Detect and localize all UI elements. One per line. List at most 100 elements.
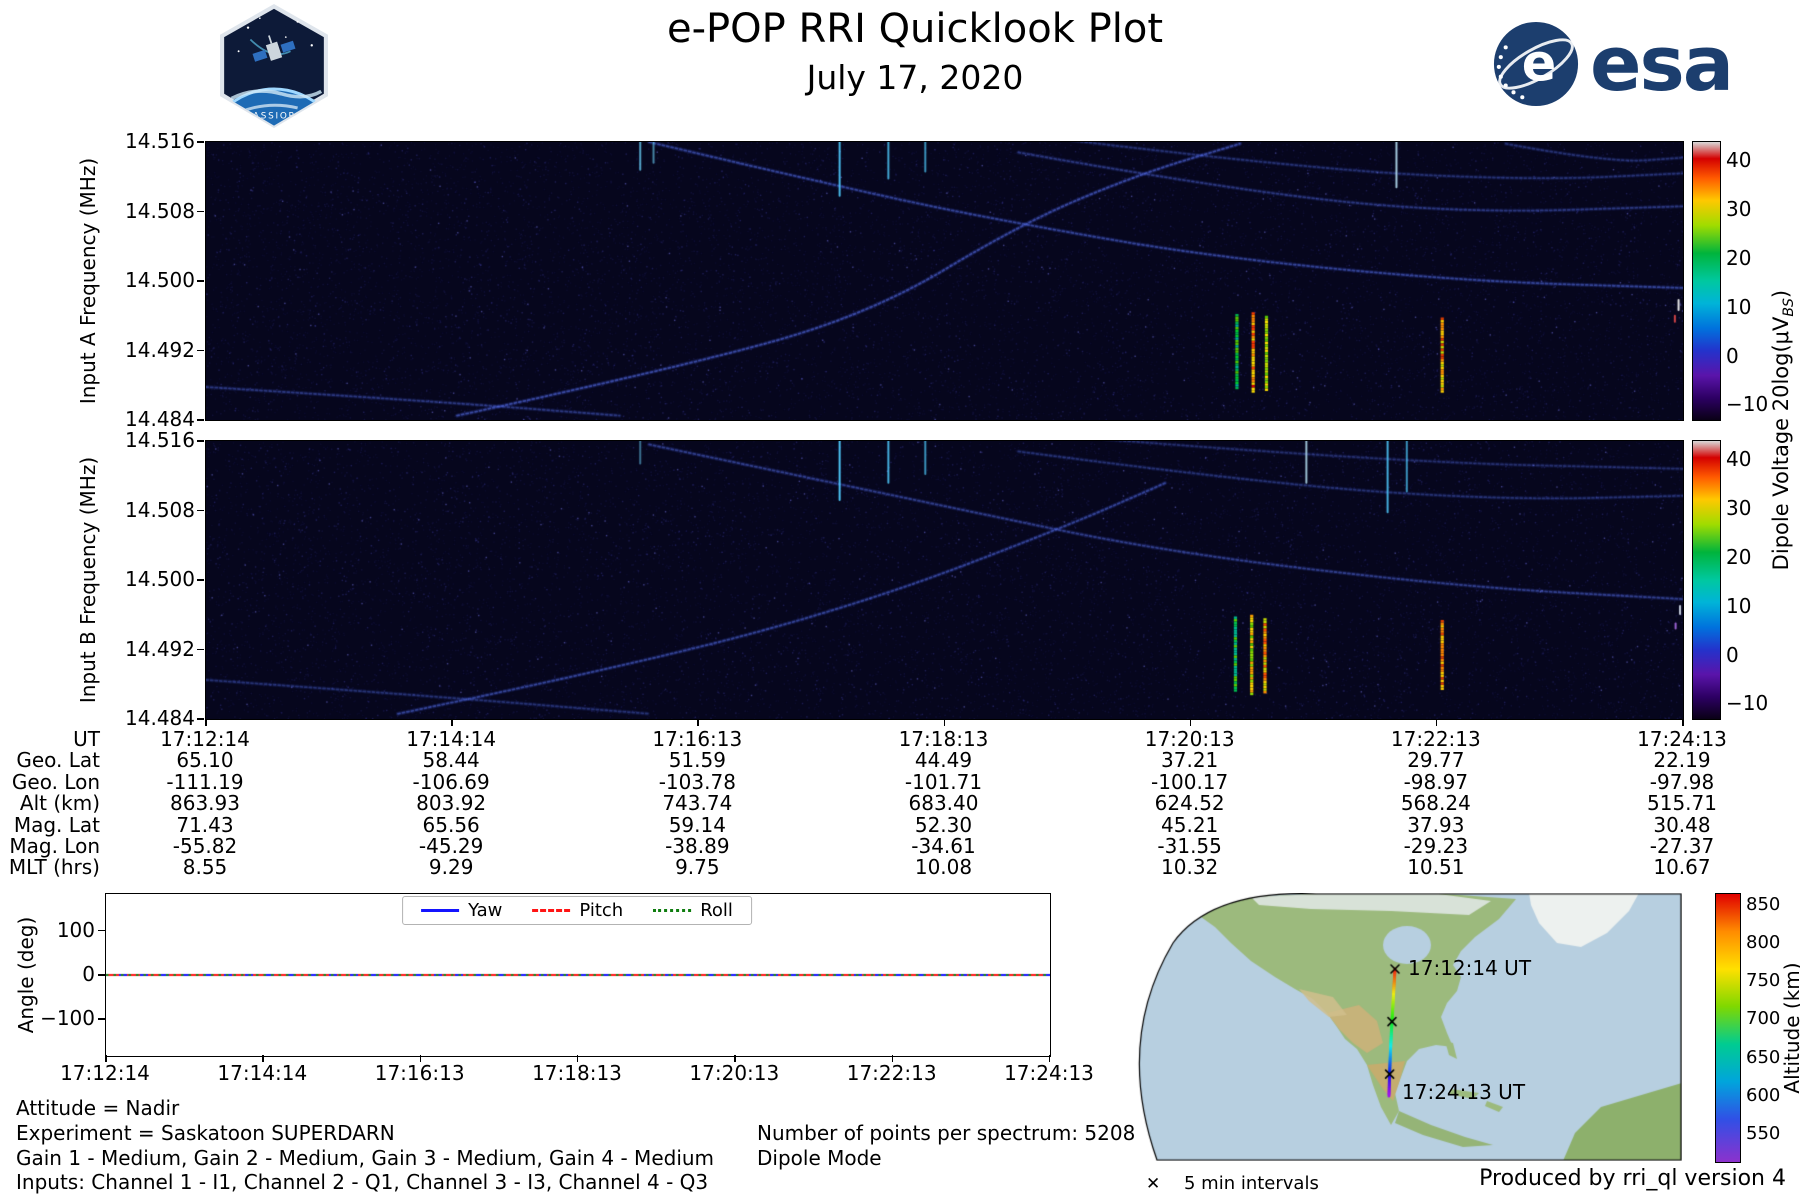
patch-text: CASSIOPE: [245, 112, 303, 122]
attitude-xtick-label: 17:18:13: [532, 1061, 622, 1085]
legend-item-yaw: Yaw: [421, 900, 502, 921]
colorbar-tick-label: 20: [1726, 246, 1752, 271]
points-note: Number of points per spectrum: 5208: [757, 1121, 1136, 1145]
legend-item-roll: Roll: [653, 900, 733, 921]
axis-tick-mark: [98, 929, 105, 932]
axis-tick-mark: [105, 1055, 107, 1062]
axis-tick-mark: [197, 579, 204, 581]
table-row-label: Geo. Lon: [11, 769, 100, 794]
axis-tick-mark: [1189, 719, 1192, 726]
table-cell: 52.30: [914, 812, 973, 837]
axis-tick-mark: [697, 719, 699, 726]
table-row-label: UT: [73, 727, 100, 751]
table-cell: -27.37: [1649, 834, 1715, 858]
axis-tick-mark: [197, 349, 204, 351]
attitude-xtick-label: 17:22:13: [846, 1061, 937, 1085]
table-row-label: Alt (km): [19, 791, 100, 816]
table-cell: 17:12:14: [160, 727, 250, 751]
colorbar-tick-label: 0: [1726, 343, 1739, 368]
altitude-colorbar-tick-label: 650: [1746, 1046, 1781, 1068]
track-start-label: 17:12:14 UT: [1408, 956, 1532, 980]
table-cell: 37.21: [1161, 748, 1219, 773]
table-cell: 17:16:13: [652, 727, 743, 751]
attitude-xtick-label: 17:12:14: [60, 1061, 150, 1085]
axis-tick-mark: [734, 1055, 736, 1062]
freq-tick-label: 14.492: [125, 337, 195, 362]
table-cell: -103.78: [658, 769, 736, 794]
table-cell: 17:20:13: [1144, 727, 1235, 751]
table-cell: 65.56: [422, 812, 480, 837]
freq-tick-label: 14.500: [125, 268, 195, 292]
freq-tick-label: 14.508: [125, 497, 195, 522]
legend-item-pitch: Pitch: [532, 900, 623, 921]
table-cell: 65.10: [176, 748, 234, 773]
table-cell: 863.93: [170, 791, 240, 816]
altitude-colorbar: [1715, 893, 1741, 1163]
colorbar-tick-label: 10: [1726, 294, 1752, 319]
table-cell: -55.82: [172, 834, 238, 858]
altitude-colorbar-tick-label: 800: [1746, 931, 1781, 953]
table-cell: 29.77: [1407, 748, 1465, 773]
track-end-label: 17:24:13 UT: [1402, 1080, 1526, 1104]
axis-tick-mark: [197, 509, 204, 511]
table-cell: -100.17: [1151, 769, 1229, 794]
cassiope-mission-patch-icon: CASSIOPE: [220, 4, 328, 128]
table-cell: 743.74: [662, 791, 733, 816]
attitude-xtick-label: 17:16:13: [374, 1061, 465, 1085]
freq-tick-label: 14.516: [125, 428, 195, 452]
axis-tick-mark: [197, 280, 204, 282]
table-cell: 51.59: [668, 748, 726, 773]
table-cell: 30.48: [1653, 812, 1711, 837]
spectrogram-a-canvas: [205, 141, 1684, 421]
table-cell: 683.40: [908, 791, 979, 816]
table-cell: -29.23: [1403, 834, 1469, 858]
table-cell: 17:14:14: [406, 727, 497, 751]
table-cell: 568.24: [1400, 791, 1471, 816]
axis-tick-mark: [197, 718, 204, 720]
freq-tick-label: 14.508: [125, 198, 195, 223]
colorbar-tick-label: 0: [1726, 642, 1739, 667]
colorbar-tick-label: 30: [1726, 197, 1752, 222]
altitude-colorbar-label: Altitude (km): [1780, 962, 1800, 1094]
axis-tick-mark: [98, 974, 105, 976]
altitude-colorbar-tick-label: 850: [1746, 893, 1781, 915]
colorbar-tick-label: −10: [1726, 392, 1769, 417]
legend-label: Pitch: [579, 900, 624, 921]
axis-tick-mark: [98, 1018, 105, 1020]
table-cell: 37.93: [1407, 812, 1465, 837]
table-cell: 44.49: [914, 748, 973, 773]
table-cell: -98.97: [1403, 769, 1469, 794]
attitude-ytick-label: −100: [40, 1006, 95, 1031]
colorbar-tick-label: 10: [1726, 593, 1752, 618]
attitude-xtick-label: 17:20:13: [689, 1061, 780, 1085]
axis-tick-mark: [451, 719, 453, 726]
esa-logo-text: esa: [1590, 19, 1734, 108]
altitude-colorbar-tick-label: 600: [1746, 1084, 1781, 1106]
mode-note: Dipole Mode: [757, 1146, 882, 1170]
dipole-colorbar-a: [1692, 141, 1721, 421]
legend-line-sample: [421, 909, 460, 912]
table-cell: 22.19: [1653, 748, 1711, 773]
freq-tick-label: 14.492: [125, 636, 195, 661]
table-cell: 10.67: [1653, 855, 1711, 880]
axis-tick-mark: [419, 1055, 422, 1062]
produced-by-text: Produced by rri_ql version 4: [1479, 1166, 1786, 1191]
table-row-label: Mag. Lat: [13, 812, 100, 837]
legend-line-sample: [532, 909, 571, 912]
colorbar-tick-label: 20: [1726, 545, 1752, 570]
colorbar-tick-label: −10: [1726, 691, 1769, 716]
colorbar-tick-label: 30: [1726, 496, 1752, 521]
legend-label: Yaw: [468, 900, 503, 921]
table-cell: -97.98: [1649, 769, 1715, 794]
table-cell: 17:18:13: [898, 727, 989, 751]
esa-logo: e esa: [1492, 19, 1734, 108]
table-cell: -106.69: [412, 769, 490, 794]
colorbar-tick-label: 40: [1726, 148, 1752, 173]
attitude-ytick-label: 100: [56, 917, 95, 942]
altitude-colorbar-tick-label: 700: [1746, 1008, 1781, 1030]
axis-tick-mark: [1682, 719, 1684, 726]
interval-marker-icon: ✕: [1146, 1174, 1161, 1194]
table-cell: 803.92: [416, 791, 487, 816]
dipole-colorbar-label: Dipole Voltage 20log(μVBS): [1769, 150, 1797, 710]
altitude-colorbar-tick-label: 550: [1746, 1123, 1781, 1145]
